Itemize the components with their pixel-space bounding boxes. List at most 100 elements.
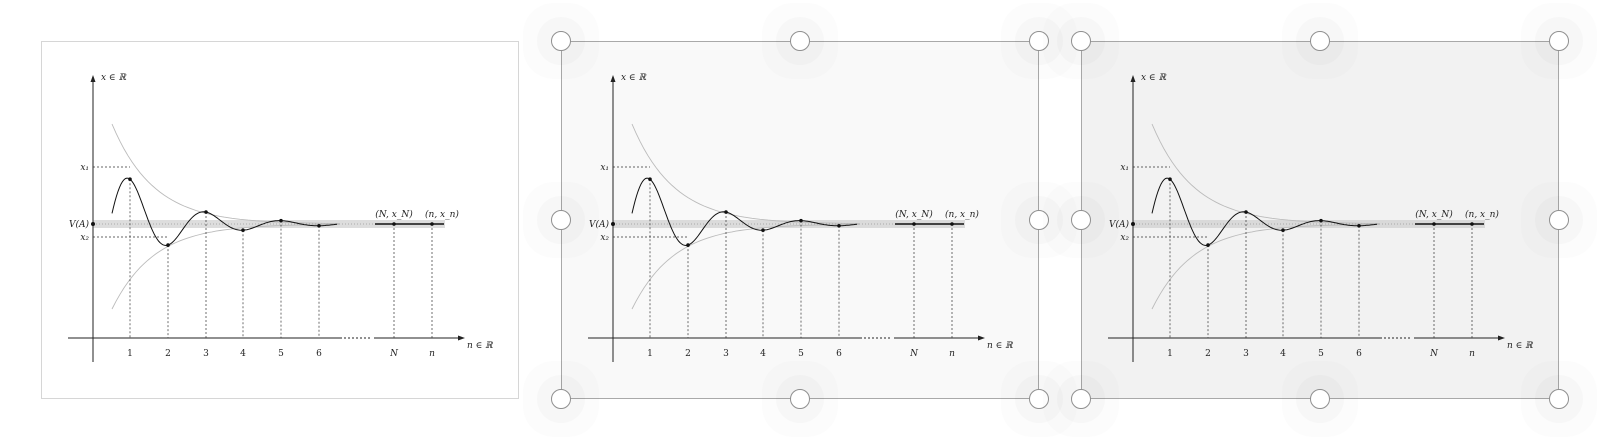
x-tick-label: 4	[1280, 349, 1286, 359]
sequence-point	[724, 210, 728, 214]
x-tick-label: 2	[685, 349, 691, 359]
y-axis-arrow	[610, 75, 616, 82]
sequence-point	[761, 228, 765, 233]
lower-envelope	[631, 223, 860, 310]
x-tick-label: 1	[127, 349, 133, 359]
sequence-point	[837, 223, 841, 228]
x-tick-label: 2	[165, 349, 171, 359]
x2-label: x₂	[600, 233, 609, 243]
handle-bottom[interactable]	[1310, 389, 1330, 409]
x1-label: x₁	[80, 163, 89, 173]
x-tick-label: 4	[760, 349, 766, 359]
sequence-point	[1470, 222, 1474, 226]
point-n-label: (n, x_n)	[425, 209, 459, 220]
handle-top-left[interactable]	[1071, 31, 1091, 51]
handle-top-left[interactable]	[551, 31, 571, 51]
sequence-point	[166, 243, 170, 247]
sequence-point	[241, 228, 245, 233]
sequence-curve	[1151, 177, 1378, 247]
x-tick-label: 5	[1318, 349, 1324, 359]
x-tick-label: 5	[798, 349, 804, 359]
point-n-label: (n, x_n)	[1465, 209, 1499, 220]
sequence-point	[392, 222, 396, 226]
x-axis-arrow	[1498, 335, 1505, 341]
sequence-point	[912, 222, 916, 226]
va-label: V(A)	[589, 219, 610, 230]
handle-top-right[interactable]	[1029, 31, 1049, 51]
x1-label: x₁	[600, 163, 609, 173]
x-tick-label: 6	[316, 349, 322, 359]
x-tick-label: 2	[1205, 349, 1211, 359]
handle-bottom[interactable]	[790, 389, 810, 409]
x-tick-label: n	[429, 349, 435, 359]
y-axis-label: x ∈ ℝ	[101, 73, 126, 83]
x-tick-label: 6	[1356, 349, 1362, 359]
point-n-label: (n, x_n)	[945, 209, 979, 220]
sequence-point	[1206, 243, 1210, 247]
x-tick-label: 3	[1243, 349, 1249, 359]
point-N-label: (N, x_N)	[375, 209, 413, 220]
handle-left[interactable]	[1071, 210, 1091, 230]
handle-top-right[interactable]	[1549, 31, 1569, 51]
handle-bottom-right[interactable]	[1029, 389, 1049, 409]
point-N-label: (N, x_N)	[895, 209, 933, 220]
point-N-label: (N, x_N)	[1415, 209, 1453, 220]
va-label: V(A)	[1109, 219, 1130, 230]
sequence-point	[128, 177, 132, 182]
sequence-point	[317, 223, 321, 228]
handle-bottom-right[interactable]	[1549, 389, 1569, 409]
x1-label: x₁	[1120, 163, 1129, 173]
sequence-point	[799, 218, 803, 223]
va-point	[1131, 222, 1135, 226]
sequence-point	[1319, 218, 1323, 223]
x-axis-label: n ∈ ℝ	[1507, 341, 1533, 351]
x-tick-label: 6	[836, 349, 842, 359]
sequence-point	[1244, 210, 1248, 214]
handle-left[interactable]	[551, 210, 571, 230]
x-tick-label: n	[1469, 349, 1475, 359]
handle-top[interactable]	[1310, 31, 1330, 51]
va-point	[611, 222, 615, 226]
x-axis-label: n ∈ ℝ	[987, 341, 1013, 351]
x-axis-label: n ∈ ℝ	[467, 341, 493, 351]
x-tick-label: 3	[723, 349, 729, 359]
upper-envelope	[631, 123, 861, 225]
sequence-point	[1281, 228, 1285, 233]
sequence-point	[950, 222, 954, 226]
sequence-point	[430, 222, 434, 226]
lower-envelope	[111, 223, 340, 310]
handle-bottom-left[interactable]	[1071, 389, 1091, 409]
x-tick-label: N	[1429, 349, 1439, 359]
x-tick-label: N	[389, 349, 399, 359]
sequence-point	[648, 177, 652, 182]
va-point	[91, 222, 95, 226]
y-axis-label: x ∈ ℝ	[621, 73, 646, 83]
x2-label: x₂	[1120, 233, 1129, 243]
x2-label: x₂	[80, 233, 89, 243]
sequence-point	[686, 243, 690, 247]
x-tick-label: 3	[203, 349, 209, 359]
va-label: V(A)	[69, 219, 90, 230]
sequence-point	[204, 210, 208, 214]
handle-right[interactable]	[1029, 210, 1049, 230]
limit-band	[93, 220, 445, 228]
y-axis-arrow	[1130, 75, 1136, 82]
handle-bottom-left[interactable]	[551, 389, 571, 409]
upper-envelope	[1151, 123, 1381, 225]
x-axis-arrow	[978, 335, 985, 341]
sequence-point	[1357, 223, 1361, 228]
sequence-point	[279, 218, 283, 223]
x-tick-label: 5	[278, 349, 284, 359]
y-axis-label: x ∈ ℝ	[1141, 73, 1166, 83]
handle-top[interactable]	[790, 31, 810, 51]
y-axis-arrow	[90, 75, 96, 82]
handle-right[interactable]	[1549, 210, 1569, 230]
x-tick-label: 1	[1167, 349, 1173, 359]
